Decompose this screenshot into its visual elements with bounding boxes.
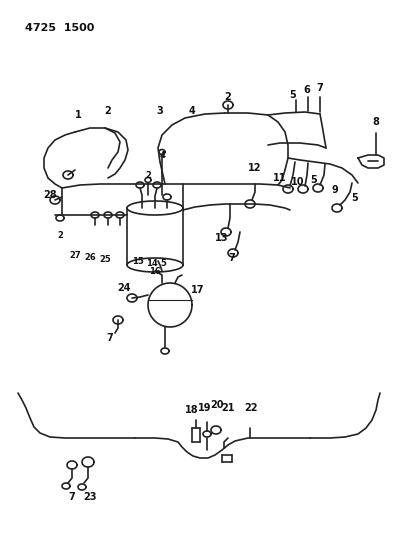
Text: 14: 14 (146, 260, 158, 269)
Text: 28: 28 (43, 190, 57, 200)
Text: 2: 2 (145, 171, 151, 180)
Text: 24: 24 (117, 283, 131, 293)
Text: 2: 2 (57, 230, 63, 239)
Text: 9: 9 (332, 185, 338, 195)
Text: 7: 7 (317, 83, 324, 93)
Text: 4725  1500: 4725 1500 (25, 23, 94, 33)
Text: 26: 26 (84, 254, 96, 262)
Text: 18: 18 (185, 405, 199, 415)
Text: 16: 16 (149, 268, 161, 277)
Text: 21: 21 (221, 403, 235, 413)
Text: 5: 5 (160, 260, 166, 269)
Text: 5: 5 (352, 193, 358, 203)
Text: 15: 15 (132, 257, 144, 266)
Text: 20: 20 (210, 400, 224, 410)
Text: 12: 12 (248, 163, 262, 173)
Text: 22: 22 (244, 403, 258, 413)
Text: 13: 13 (215, 233, 229, 243)
Text: 27: 27 (69, 251, 81, 260)
Text: 2: 2 (225, 92, 231, 102)
Text: 5: 5 (290, 90, 296, 100)
Text: 4: 4 (159, 150, 165, 159)
Text: 19: 19 (198, 403, 212, 413)
Text: 8: 8 (373, 117, 379, 127)
Text: 7: 7 (228, 253, 235, 263)
Text: 10: 10 (291, 177, 305, 187)
Text: 23: 23 (83, 492, 97, 502)
Text: 11: 11 (273, 173, 287, 183)
Text: 3: 3 (157, 106, 163, 116)
Text: 1: 1 (75, 110, 81, 120)
Text: 2: 2 (104, 106, 111, 116)
Text: 5: 5 (310, 175, 317, 185)
Text: 7: 7 (106, 333, 113, 343)
Text: 25: 25 (99, 255, 111, 264)
Text: 4: 4 (188, 106, 195, 116)
Text: 6: 6 (304, 85, 310, 95)
Text: 7: 7 (69, 492, 75, 502)
Text: 17: 17 (191, 285, 205, 295)
